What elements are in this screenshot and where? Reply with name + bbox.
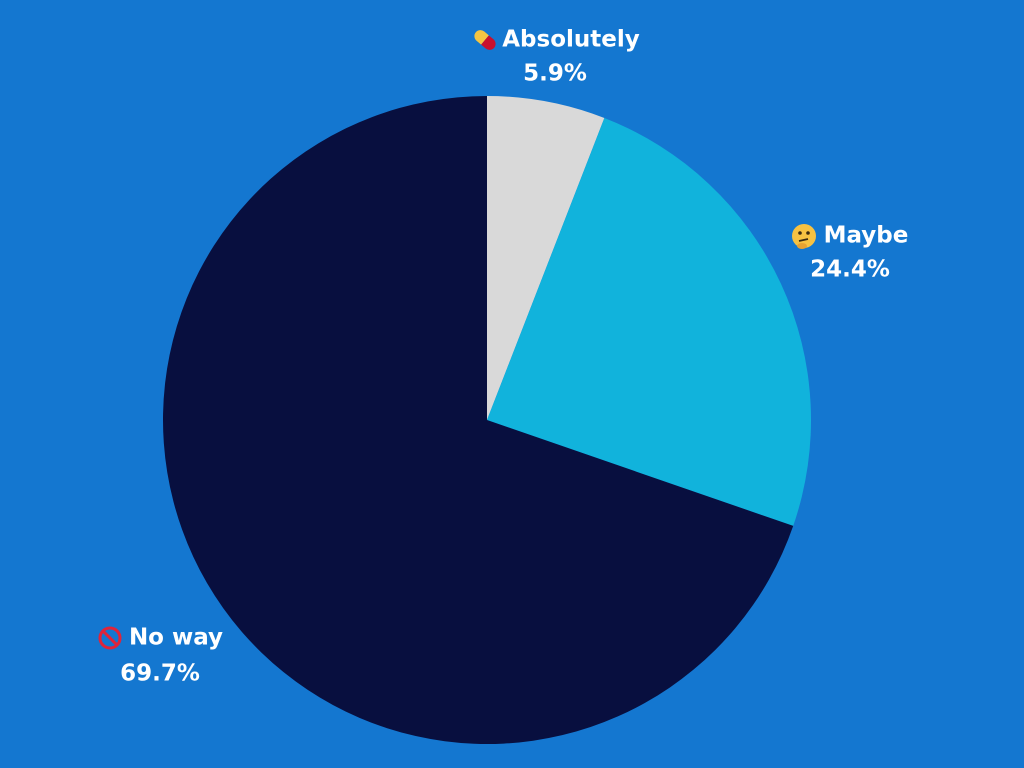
pie [162,96,812,744]
value-label: 69.7% [120,661,200,687]
pie-slice [487,96,605,420]
slice-label: Maybe [824,223,909,249]
value-label: 5.9% [523,61,587,87]
thinking-icon [792,224,816,249]
slice-label: Absolutely [502,27,639,53]
pie-slice [162,96,794,744]
no-entry-icon [98,626,122,650]
pill-icon [474,30,496,50]
slice-label: No way [129,625,223,651]
value-label: 24.4% [810,257,890,283]
pie-slice [487,118,812,526]
